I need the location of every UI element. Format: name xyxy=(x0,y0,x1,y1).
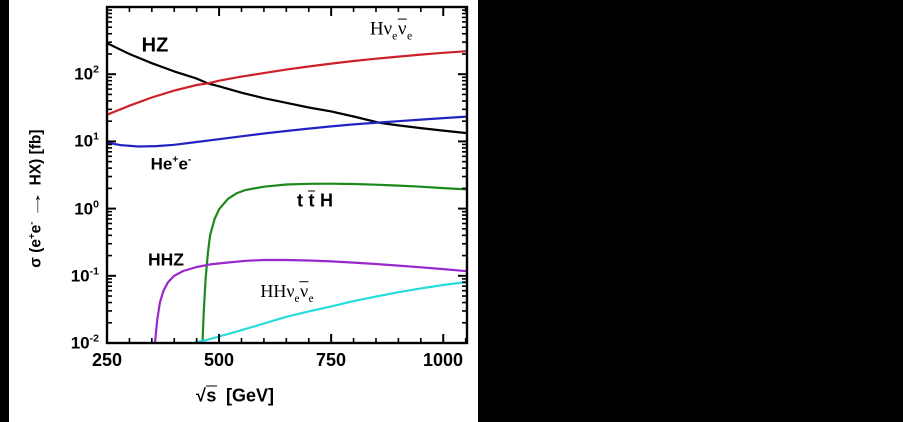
series-tth-line xyxy=(201,182,467,343)
x-tick-label-250: 250 xyxy=(91,350,123,370)
curve-label-hvv: Hνeνe xyxy=(369,18,413,43)
series-hz-line xyxy=(107,42,467,135)
x-axis-label: √s [GeV] xyxy=(196,385,274,406)
y-tick-label-1e0: 100 xyxy=(74,198,99,219)
curve-label-hhz: HHZ xyxy=(148,249,184,270)
plot-frame xyxy=(105,5,469,345)
y-tick-label-1e-1: 10-1 xyxy=(70,265,99,286)
figure-panel: 102 101 100 10-1 10-2 250 500 750 1000 σ… xyxy=(9,0,478,422)
y-axis-label: σ (e+e- → HX) [fb] xyxy=(26,129,45,268)
series-hvv-line xyxy=(107,50,467,116)
y-tick-label-1e2: 102 xyxy=(74,63,99,84)
x-tick-label-1000: 1000 xyxy=(422,350,464,370)
curve-label-hz: HZ xyxy=(141,34,169,57)
chart-canvas xyxy=(105,5,469,345)
x-tick-label-500: 500 xyxy=(203,350,235,370)
y-tick-label-1e1: 101 xyxy=(74,130,99,151)
series-hhz-line xyxy=(153,258,467,343)
curve-label-tth: t t H xyxy=(297,190,333,211)
curve-label-hee: He+e- xyxy=(150,153,192,174)
series-hhvv-line xyxy=(192,280,467,343)
y-tick-label-1e-2: 10-2 xyxy=(70,332,99,353)
x-tick-label-750: 750 xyxy=(315,350,347,370)
curve-label-hhvv: HHνeνe xyxy=(260,281,314,305)
series-hee-line xyxy=(107,115,467,148)
